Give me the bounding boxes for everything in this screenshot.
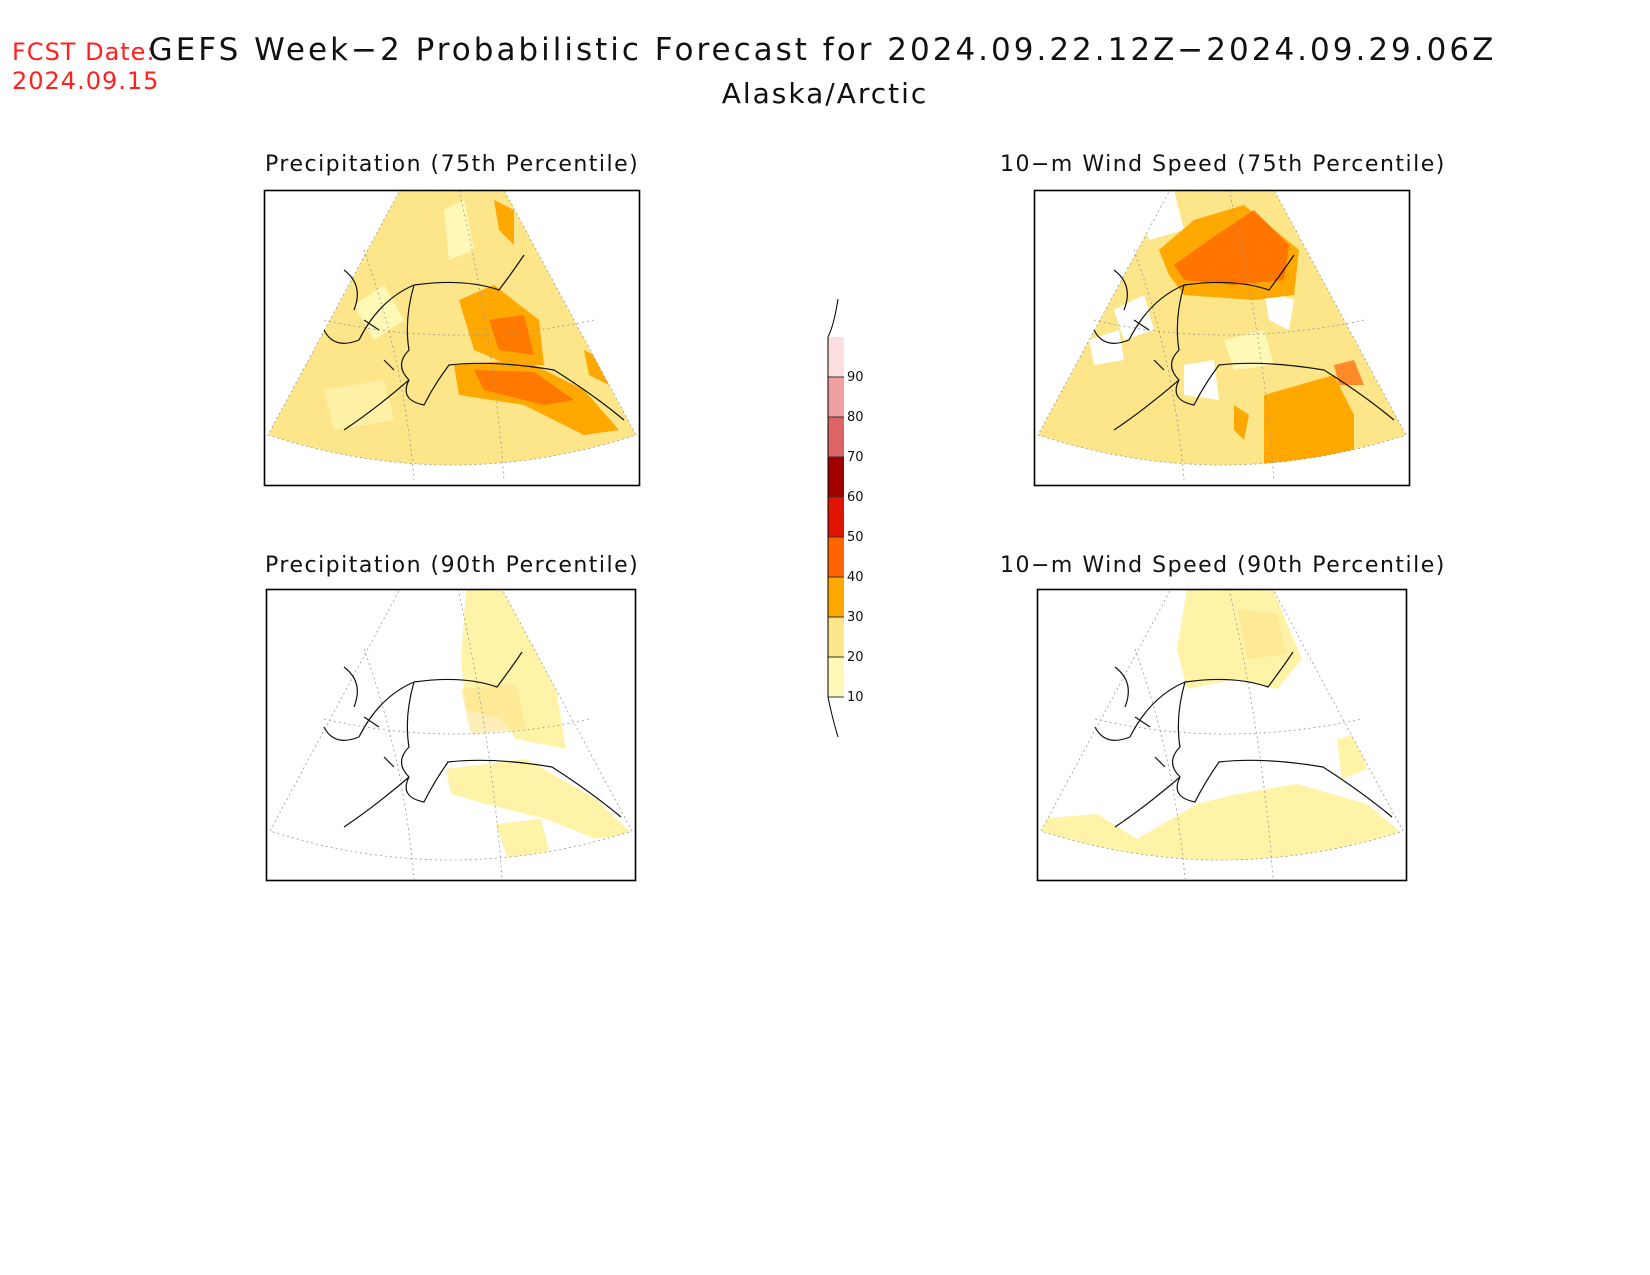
panel-title-wind-90: 10−m Wind Speed (90th Percentile) bbox=[1000, 553, 1446, 578]
forecast-date-value: 2024.09.15 bbox=[12, 67, 160, 95]
legend-top-tip bbox=[827, 298, 839, 338]
legend-swatch-30 bbox=[828, 577, 844, 617]
legend-label-30: 30 bbox=[847, 610, 864, 625]
panel-title-precip-75: Precipitation (75th Percentile) bbox=[265, 152, 640, 177]
legend-swatch-90 bbox=[828, 337, 844, 377]
legend-label-50: 50 bbox=[847, 530, 864, 545]
legend-bottom-tip bbox=[827, 696, 839, 738]
map-precip-75 bbox=[263, 189, 641, 487]
legend-label-90: 90 bbox=[847, 370, 864, 385]
legend-swatch-80 bbox=[828, 377, 844, 417]
panel-title-wind-75: 10−m Wind Speed (75th Percentile) bbox=[1000, 152, 1446, 177]
legend-swatch-50 bbox=[828, 497, 844, 537]
page-title: GEFS Week−2 Probabilistic Forecast for 2… bbox=[148, 32, 1497, 68]
legend-swatch-20 bbox=[828, 617, 844, 657]
map-wind-75 bbox=[1033, 189, 1411, 487]
map-wind-90 bbox=[1036, 588, 1408, 882]
legend-label-70: 70 bbox=[847, 450, 864, 465]
color-legend: 10 20 30 40 50 60 70 80 90 bbox=[827, 298, 864, 738]
map-precip-90 bbox=[265, 588, 637, 882]
legend-swatch-60 bbox=[828, 457, 844, 497]
legend-label-10: 10 bbox=[847, 690, 864, 705]
forecast-date-block: FCST Date: 2024.09.15 bbox=[12, 38, 159, 96]
region-subtitle: Alaska/Arctic bbox=[721, 77, 929, 110]
panel-title-precip-90: Precipitation (90th Percentile) bbox=[265, 553, 640, 578]
legend-swatch-40 bbox=[828, 537, 844, 577]
legend-label-80: 80 bbox=[847, 410, 864, 425]
legend-label-60: 60 bbox=[847, 490, 864, 505]
legend-swatch-10 bbox=[828, 657, 844, 697]
legend-label-40: 40 bbox=[847, 570, 864, 585]
legend-swatch-70 bbox=[828, 417, 844, 457]
legend-label-20: 20 bbox=[847, 650, 864, 665]
forecast-date-label: FCST Date: bbox=[12, 38, 156, 66]
